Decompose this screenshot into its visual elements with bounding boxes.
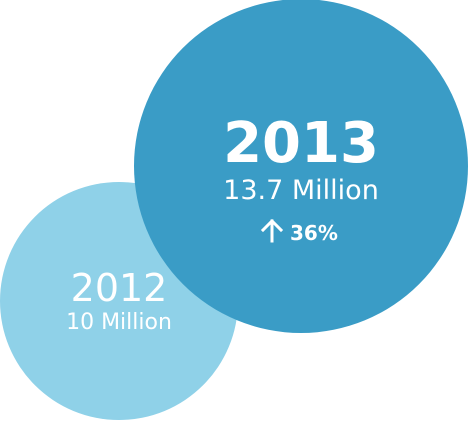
up-arrow-icon bbox=[260, 218, 284, 243]
change-percent: 36% bbox=[290, 221, 338, 245]
value-label-2012: 10 Million bbox=[66, 310, 172, 335]
bubble-2013 bbox=[134, 0, 468, 333]
year-label-2012: 2012 bbox=[71, 266, 168, 310]
value-label-2013: 13.7 Million bbox=[223, 175, 379, 206]
change-indicator: 36% bbox=[260, 218, 338, 245]
year-label-2013: 2013 bbox=[223, 111, 379, 176]
